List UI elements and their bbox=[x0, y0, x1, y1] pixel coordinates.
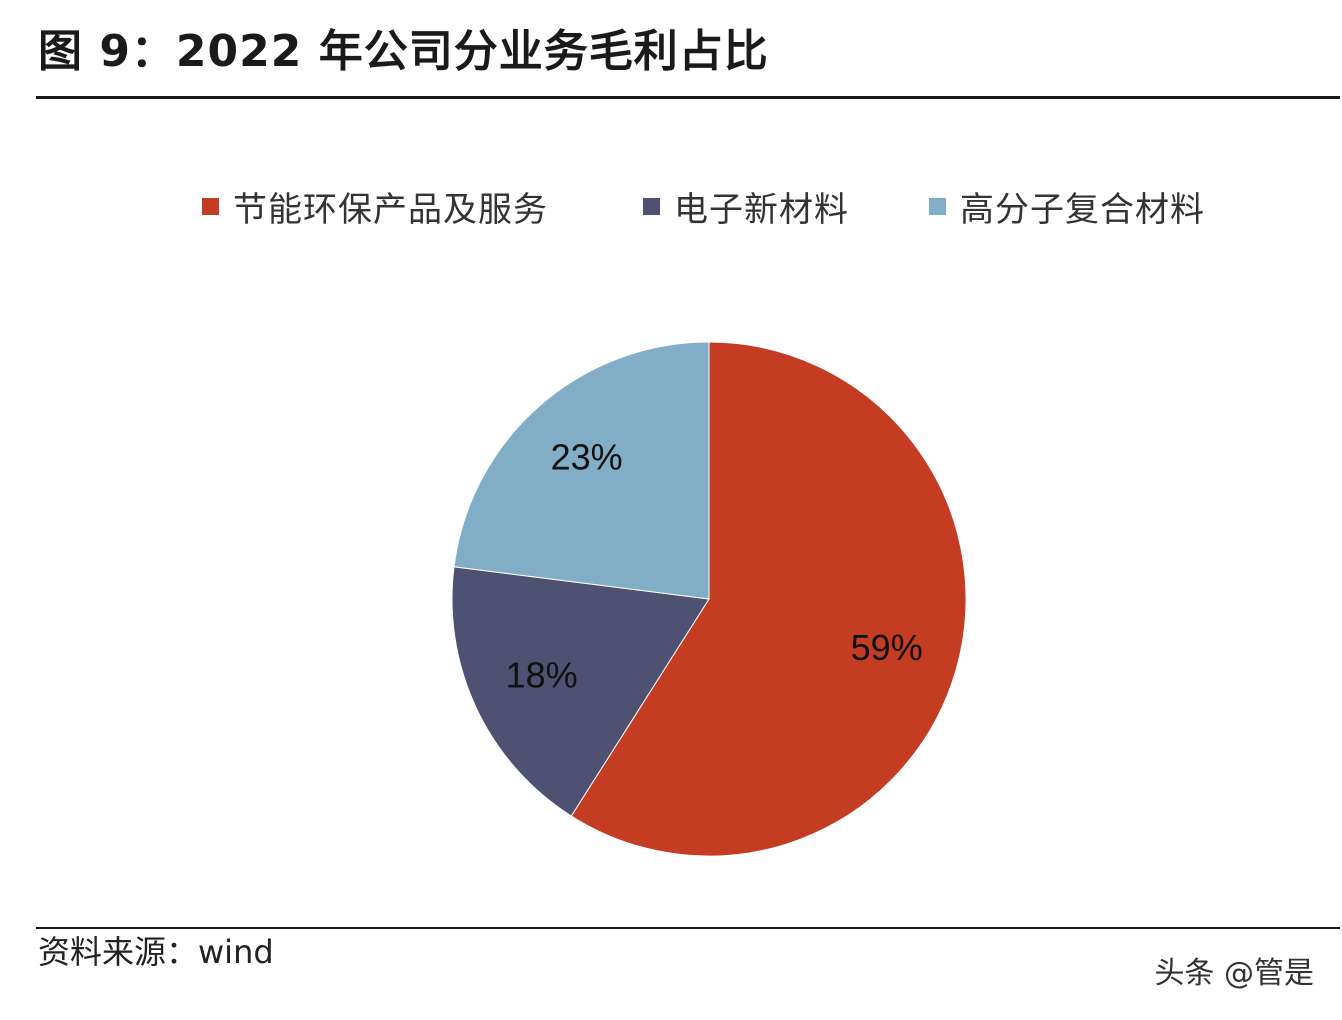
pie-slices bbox=[451, 341, 967, 857]
source-note: 资料来源：wind bbox=[38, 933, 274, 971]
legend-label-electronic-materials: 电子新材料 bbox=[674, 189, 849, 230]
chart-legend: 节能环保产品及服务 电子新材料 高分子复合材料 bbox=[0, 178, 1342, 234]
legend-item-polymer-composites: 高分子复合材料 bbox=[929, 178, 1205, 234]
legend-swatch-energy-saving bbox=[202, 197, 219, 215]
pie-label-energy-saving: 59% bbox=[851, 627, 923, 668]
figure-title: 图 9：2022 年公司分业务毛利占比 bbox=[38, 26, 769, 77]
pie-slice-electronic-materials bbox=[451, 566, 710, 817]
pie-labels: 59% 18% 23% bbox=[506, 437, 923, 696]
legend-item-electronic-materials: 电子新材料 bbox=[643, 178, 849, 234]
title-divider bbox=[36, 96, 1340, 99]
legend-item-energy-saving: 节能环保产品及服务 bbox=[202, 178, 548, 234]
pie-label-electronic-materials: 18% bbox=[506, 654, 578, 695]
pie-slice-polymer-composites bbox=[453, 341, 710, 600]
legend-swatch-electronic-materials bbox=[643, 197, 660, 215]
legend-label-energy-saving: 节能环保产品及服务 bbox=[233, 189, 548, 230]
legend-swatch-polymer-composites bbox=[929, 197, 946, 215]
pie-slice-energy-saving bbox=[570, 341, 967, 857]
legend-label-polymer-composites: 高分子复合材料 bbox=[960, 189, 1205, 230]
pie-label-polymer-composites: 23% bbox=[551, 437, 623, 478]
watermark: 头条 @管是 bbox=[1154, 956, 1314, 991]
source-divider bbox=[36, 927, 1340, 929]
